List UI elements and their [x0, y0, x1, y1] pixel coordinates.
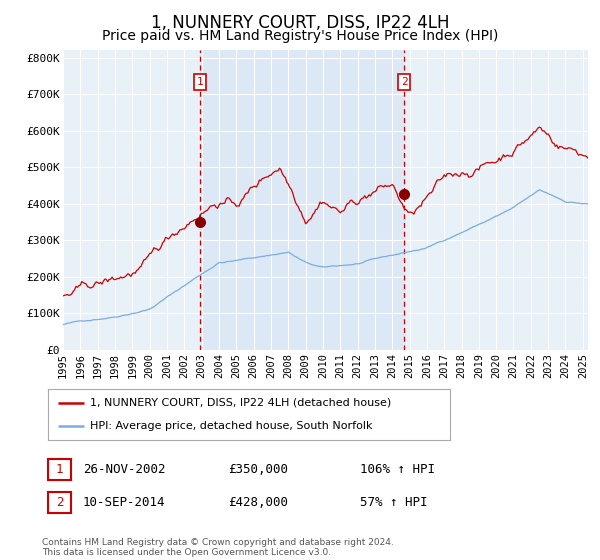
Text: Contains HM Land Registry data © Crown copyright and database right 2024.
This d: Contains HM Land Registry data © Crown c… — [42, 538, 394, 557]
Bar — [200, 50, 404, 350]
Text: £350,000: £350,000 — [228, 463, 288, 476]
Text: 57% ↑ HPI: 57% ↑ HPI — [360, 496, 427, 509]
Text: 26-NOV-2002: 26-NOV-2002 — [83, 463, 166, 476]
Text: 1, NUNNERY COURT, DISS, IP22 4LH: 1, NUNNERY COURT, DISS, IP22 4LH — [151, 14, 449, 32]
Text: £428,000: £428,000 — [228, 496, 288, 509]
Text: 1, NUNNERY COURT, DISS, IP22 4LH (detached house): 1, NUNNERY COURT, DISS, IP22 4LH (detach… — [90, 398, 391, 408]
Text: 1: 1 — [56, 463, 63, 476]
Text: 10-SEP-2014: 10-SEP-2014 — [83, 496, 166, 509]
Text: Price paid vs. HM Land Registry's House Price Index (HPI): Price paid vs. HM Land Registry's House … — [102, 29, 498, 43]
Text: 2: 2 — [56, 496, 63, 509]
Text: 1: 1 — [197, 77, 203, 87]
Text: 2: 2 — [401, 77, 408, 87]
Text: HPI: Average price, detached house, South Norfolk: HPI: Average price, detached house, Sout… — [90, 421, 373, 431]
Text: 106% ↑ HPI: 106% ↑ HPI — [360, 463, 435, 476]
